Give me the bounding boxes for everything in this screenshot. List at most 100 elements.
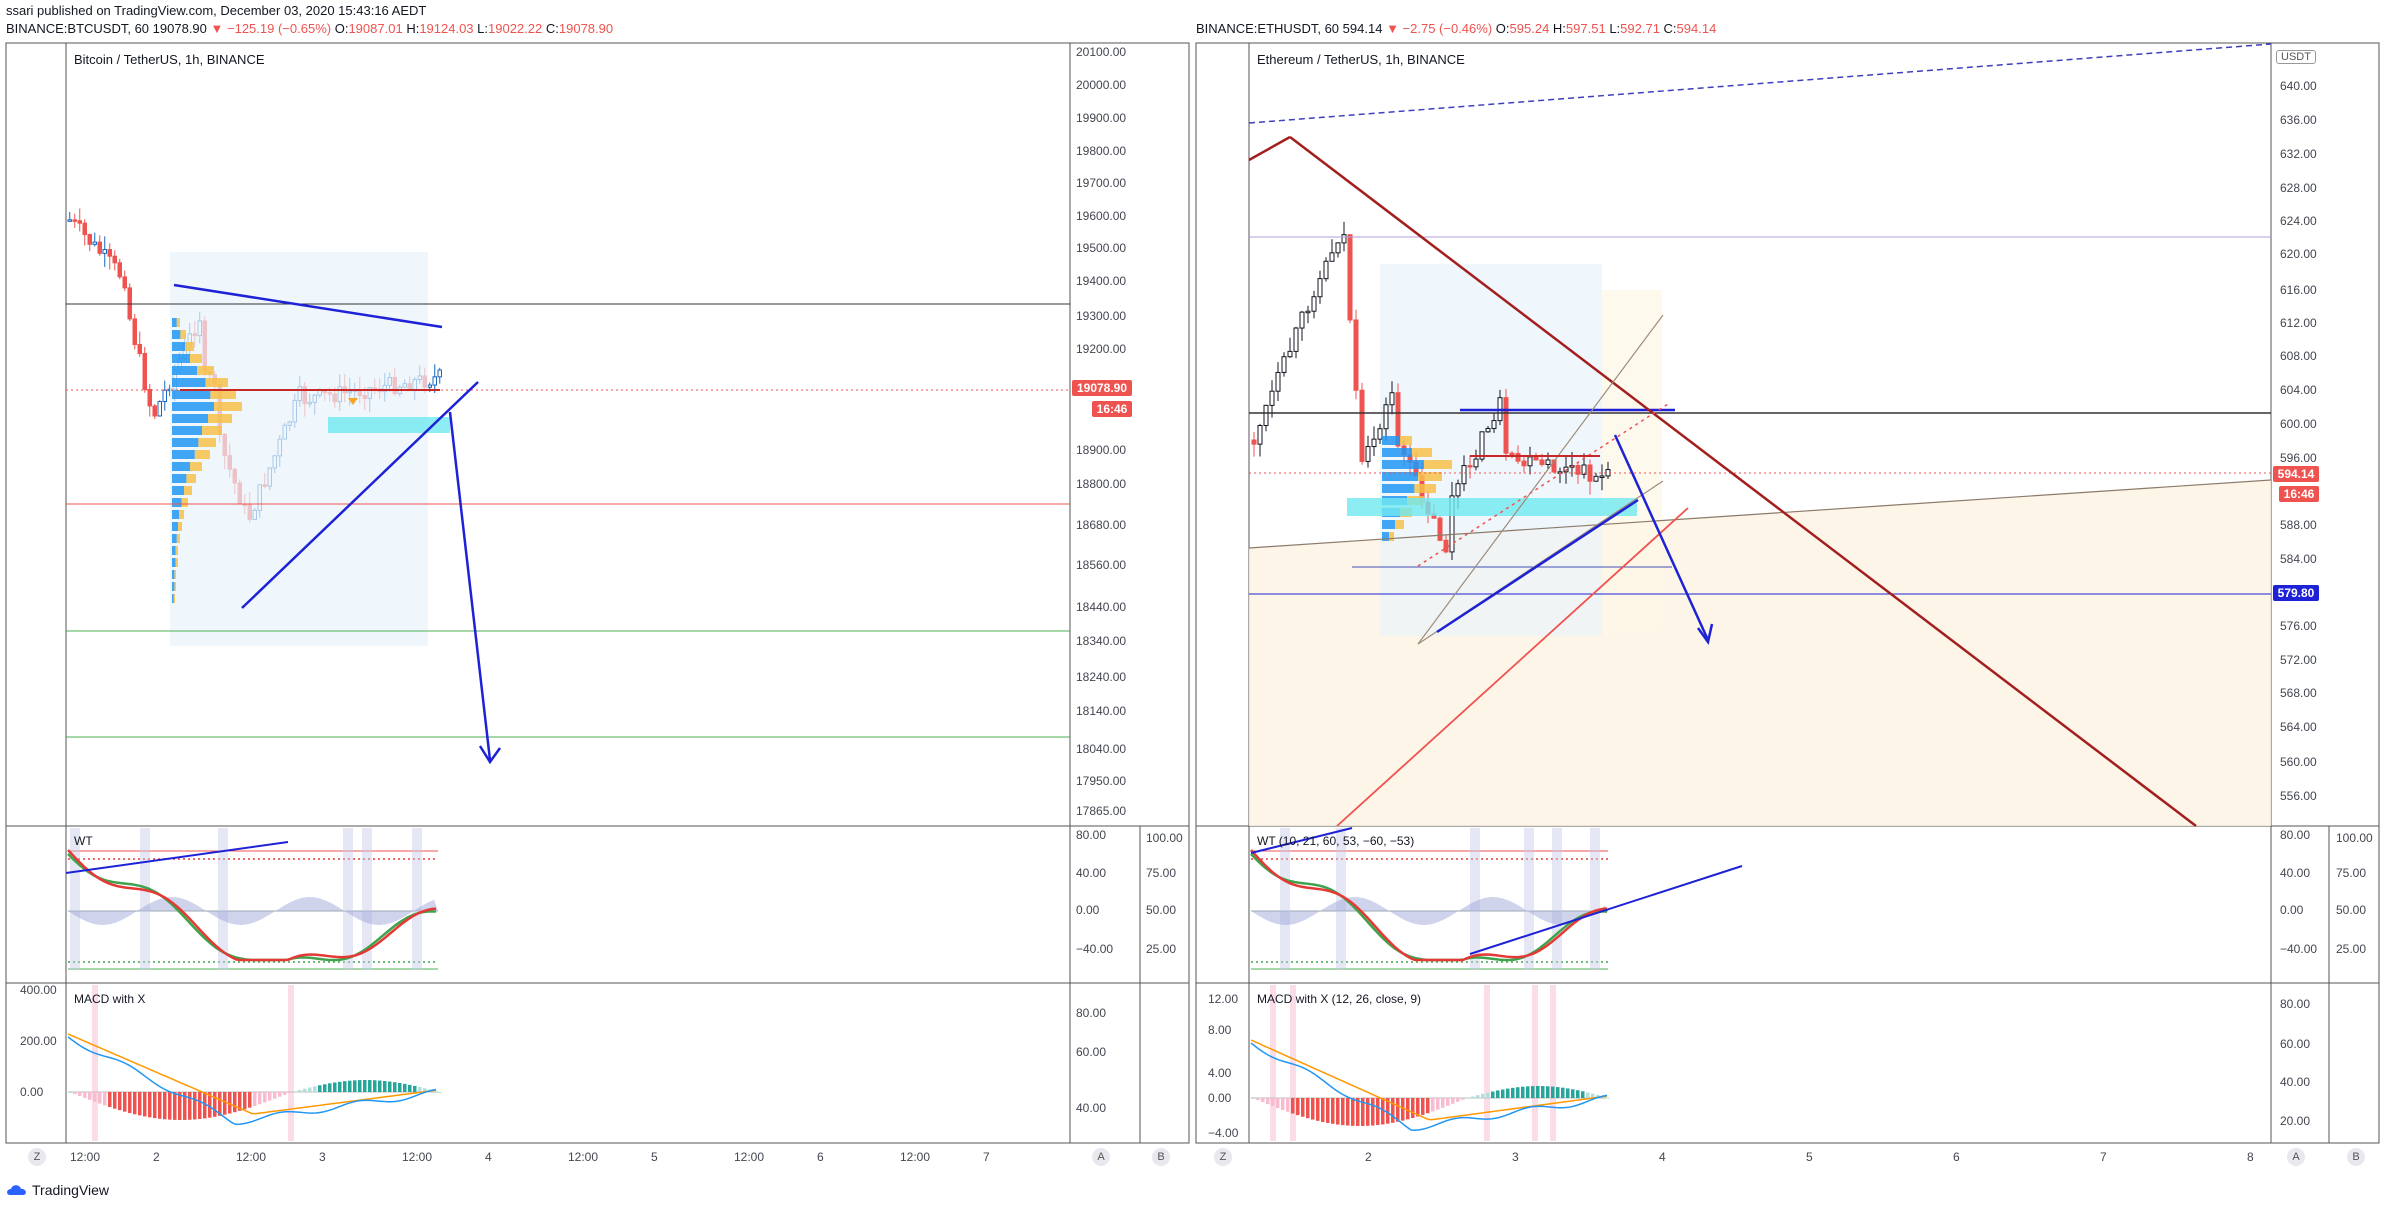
eth-h-label: H: bbox=[1552, 21, 1566, 36]
volume-profile-bar bbox=[172, 450, 195, 459]
macd-histogram-bar bbox=[1351, 1098, 1355, 1126]
macd-histogram-bar bbox=[398, 1082, 402, 1092]
macd-histogram-bar bbox=[178, 1092, 182, 1120]
macd-histogram-bar bbox=[123, 1092, 127, 1112]
candle-body bbox=[1293, 327, 1299, 352]
candle-body bbox=[1491, 420, 1497, 429]
wt2-line bbox=[1250, 849, 1608, 962]
macd-histogram-bar bbox=[283, 1092, 287, 1095]
eth-change: ▼ −2.75 (−0.46%) bbox=[1386, 21, 1493, 36]
volume-profile-bar bbox=[214, 402, 242, 411]
macd-histogram-bar bbox=[1356, 1098, 1360, 1126]
macd-histogram-bar bbox=[358, 1080, 362, 1092]
macd-histogram-bar bbox=[293, 1091, 297, 1093]
eth-log-scale-button[interactable]: B bbox=[2347, 1148, 2365, 1166]
candle-body bbox=[1485, 427, 1491, 433]
eth-macd-label[interactable]: MACD with X (12, 26, close, 9) bbox=[1257, 992, 1422, 1006]
eth-drawings bbox=[1248, 43, 2272, 827]
macd-histogram-bar bbox=[1541, 1086, 1545, 1098]
macd-histogram-bar bbox=[113, 1092, 117, 1109]
volume-profile-bar bbox=[172, 498, 182, 507]
macd-histogram-bar bbox=[1411, 1098, 1415, 1118]
eth-price-tick: 556.00 bbox=[2280, 789, 2317, 803]
eth-timezone-button[interactable]: Z bbox=[1214, 1148, 1232, 1166]
macd-histogram-bar bbox=[228, 1092, 232, 1114]
candle-body bbox=[1353, 319, 1359, 391]
btc-price-tick: 18900.00 bbox=[1076, 443, 1127, 457]
macd-signal-shade bbox=[1550, 985, 1556, 1141]
candle-body bbox=[157, 401, 162, 417]
macd-histogram-bar bbox=[1301, 1098, 1305, 1117]
macd-histogram-bar bbox=[88, 1092, 92, 1100]
candle-body bbox=[1275, 371, 1281, 392]
eth-wt-tick-right: 75.00 bbox=[2336, 866, 2367, 880]
tradingview-logo[interactable]: TradingView bbox=[6, 1182, 109, 1198]
macd-histogram-bar bbox=[423, 1088, 427, 1092]
macd-histogram-bar bbox=[133, 1092, 137, 1115]
eth-macd-indicator[interactable] bbox=[1250, 985, 1610, 1141]
eth-price-tick: 584.00 bbox=[2280, 552, 2317, 566]
candle-body bbox=[152, 405, 157, 417]
candle-body bbox=[1251, 439, 1257, 445]
macd-histogram-bar bbox=[73, 1092, 77, 1094]
macd-histogram-bar bbox=[213, 1092, 217, 1117]
btc-price-tick: 19300.00 bbox=[1076, 309, 1127, 323]
candle-body bbox=[117, 262, 122, 278]
volume-profile-bar bbox=[172, 318, 177, 327]
volume-profile-bar bbox=[208, 414, 232, 423]
candle-body bbox=[1263, 404, 1269, 427]
macd-histogram-bar bbox=[1561, 1087, 1565, 1098]
volume-profile-bar bbox=[179, 510, 184, 519]
macd-histogram-bar bbox=[173, 1092, 177, 1120]
eth-low: 592.71 bbox=[1620, 21, 1660, 36]
btc-wt-indicator[interactable] bbox=[65, 828, 438, 970]
macd-histogram-bar bbox=[1586, 1092, 1590, 1098]
macd-histogram-bar bbox=[1566, 1088, 1570, 1098]
eth-currency-badge[interactable]: USDT bbox=[2276, 50, 2316, 64]
btc-macd-indicator[interactable] bbox=[67, 985, 442, 1141]
candle-body bbox=[1347, 234, 1353, 321]
btc-log-scale-button[interactable]: B bbox=[1152, 1148, 1170, 1166]
macd-histogram-bar bbox=[258, 1092, 262, 1105]
volume-profile-bar bbox=[172, 426, 202, 435]
eth-price-tick: 568.00 bbox=[2280, 686, 2317, 700]
btc-wt-label[interactable]: WT bbox=[74, 834, 93, 848]
btc-time-tick: 12:00 bbox=[402, 1150, 433, 1164]
btc-l-label: L: bbox=[477, 21, 489, 36]
eth-c-label: C: bbox=[1663, 21, 1677, 36]
candle-body bbox=[1377, 428, 1383, 440]
btc-macd-label[interactable]: MACD with X bbox=[74, 992, 146, 1006]
volume-profile-bar bbox=[172, 558, 176, 567]
candle-body bbox=[1341, 234, 1347, 244]
macd-histogram-bar bbox=[373, 1080, 377, 1092]
macd-histogram-bar bbox=[1271, 1098, 1275, 1107]
volume-profile-bar bbox=[172, 330, 181, 339]
volume-profile-bar bbox=[172, 438, 199, 447]
btc-symbol[interactable]: BINANCE:BTCUSDT, 60 bbox=[6, 21, 150, 36]
macd-histogram-bar bbox=[328, 1083, 332, 1092]
eth-wt-indicator[interactable] bbox=[1250, 827, 1743, 970]
macd-histogram-bar bbox=[263, 1092, 267, 1103]
volume-profile-bar bbox=[202, 426, 222, 435]
btc-wt-tick-right: 100.00 bbox=[1146, 831, 1183, 845]
eth-auto-scale-button[interactable]: A bbox=[2287, 1148, 2305, 1166]
eth-o-label: O: bbox=[1495, 21, 1510, 36]
macd-signal-shade bbox=[92, 985, 98, 1141]
eth-level-tag: 579.80 bbox=[2273, 585, 2319, 601]
volume-profile-bar bbox=[172, 414, 208, 423]
wt1-line bbox=[67, 853, 437, 962]
volume-profile-bar bbox=[1382, 520, 1396, 529]
macd-histogram-bar bbox=[303, 1088, 307, 1092]
eth-symbol[interactable]: BINANCE:ETHUSDT, 60 bbox=[1196, 21, 1340, 36]
eth-price-tick: 616.00 bbox=[2280, 283, 2317, 297]
volume-profile-bar bbox=[205, 378, 228, 387]
btc-timezone-button[interactable]: Z bbox=[28, 1148, 46, 1166]
wt-signal-shade bbox=[1336, 828, 1346, 970]
btc-drawings bbox=[66, 252, 1070, 765]
eth-wt-label[interactable]: WT (10, 21, 60, 53, −60, −53) bbox=[1257, 834, 1415, 848]
macd-histogram-bar bbox=[438, 1092, 442, 1093]
btc-auto-scale-button[interactable]: A bbox=[1092, 1148, 1110, 1166]
candle-body bbox=[1359, 389, 1365, 462]
candle-body bbox=[1551, 459, 1557, 473]
